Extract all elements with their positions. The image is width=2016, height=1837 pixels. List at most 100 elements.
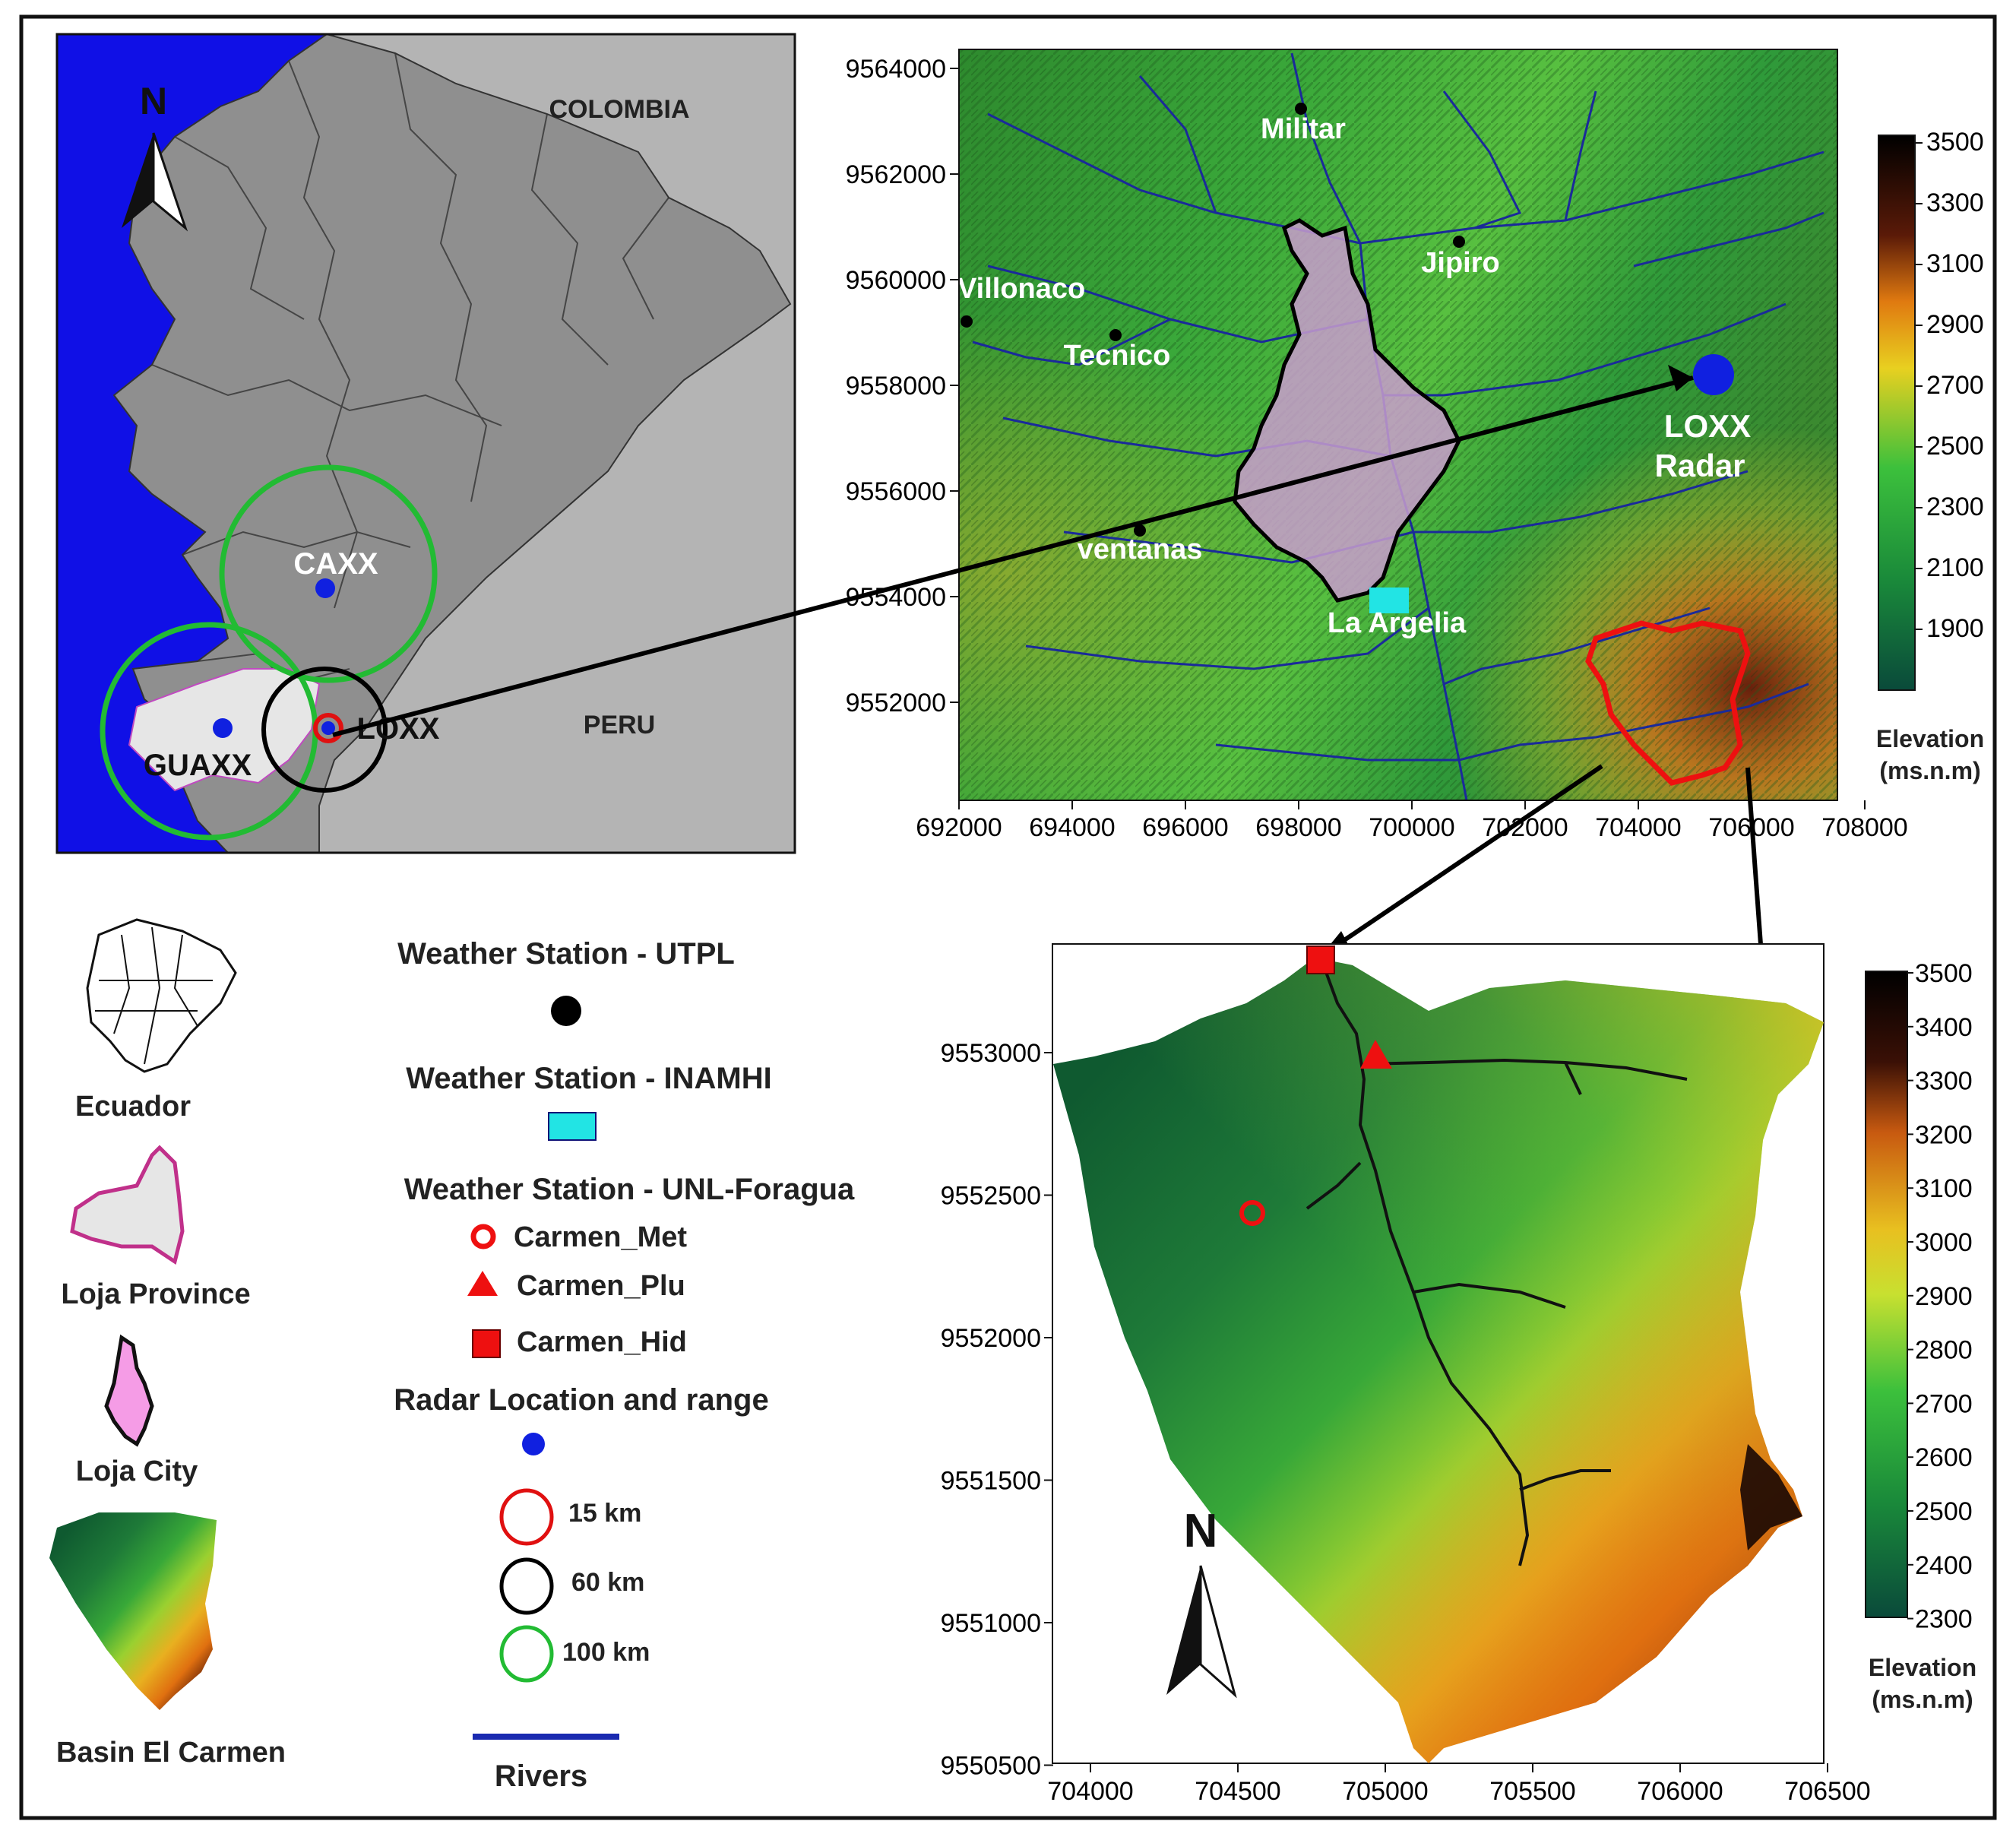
basin-y-ticks: 9553000 9552500 9552000 9551500 9551000 95505… [941,1039,1053,1781]
legend-basin-label: Basin El Carmen [56,1737,286,1769]
legend-plu-symbol [467,1271,498,1296]
radar-label-caxx: CAXX [293,547,378,581]
dem-y-tick-label: 9552000 [846,689,946,717]
basin-y-tick-label: 9550500 [941,1752,1041,1781]
basin-y-tick-label: 9551000 [941,1609,1041,1638]
basin-colorbar-tick-label: 3000 [1915,1228,1973,1257]
legend-60km-label: 60 km [571,1568,644,1597]
legend-utpl-symbol [551,996,581,1026]
basin-x-tick-label: 706000 [1637,1777,1723,1806]
north-label-basin: N [1184,1505,1218,1557]
figure-border [19,14,1997,1820]
legend-100km-label: 100 km [562,1638,650,1667]
legend-ecuador-label: Ecuador [75,1091,191,1123]
legend-loja-province-label: Loja Province [61,1278,250,1310]
loja-city-area [1233,218,1461,603]
legend-ecuador-icon [86,918,237,1073]
carmen-plu-marker [1360,1040,1392,1069]
north-label: N [140,80,167,122]
basin-colorbar-tick-label: 3100 [1915,1174,1973,1203]
dem-y-tick-label: 9558000 [846,372,946,401]
legend-utpl-label: Weather Station - UTPL [397,937,735,971]
legend-inamhi-label: Weather Station - INAMHI [406,1062,772,1095]
basin-colorbar-tick-label: 2500 [1915,1497,1973,1526]
dem-x-tick-label: 708000 [1821,813,1907,842]
legend-met-symbol [470,1224,496,1249]
dem-y-tick-label: 9562000 [846,160,946,189]
north-arrow-overview: N [122,80,188,232]
legend-100km-symbol [499,1625,554,1683]
dem-colorbar-tick-label: 3300 [1926,188,1984,217]
dem-y-tick-label: 9556000 [846,477,946,506]
loxx-radar-marker [1693,354,1734,395]
dem-colorbar [1878,135,1916,691]
dem-colorbar-title-2: (ms.n.m) [1879,757,1980,784]
dem-y-ticks: 9564000956200095600009558000955600095540… [846,55,959,717]
radar-dot-caxx [315,578,335,598]
dem-colorbar-tick-label: 1900 [1926,614,1984,643]
dem-x-tick-label: 704000 [1595,813,1681,842]
station-label-ventanas: ventanas [1078,534,1203,565]
country-label-colombia: COLOMBIA [549,95,689,124]
legend-unl-label: Weather Station - UNL-Foragua [404,1173,855,1206]
dem-colorbar-ticks: 3500 3300 3100 2900 2700 2500 2300 2100 1900 [1915,128,1984,643]
basin-colorbar-tick-label: 2300 [1915,1605,1973,1634]
basin-outline [1585,620,1751,786]
dem-x-tick-label: 698000 [1255,813,1341,842]
basin-x-tick-label: 704000 [1047,1777,1133,1806]
dem-y-tick-label: 9560000 [846,266,946,295]
basin-colorbar-tick-label: 3500 [1915,959,1973,988]
legend-radar-symbol [522,1433,545,1455]
legend-60km-symbol [499,1557,554,1615]
basin-x-tick-label: 704500 [1195,1777,1280,1806]
dem-colorbar-tick-label: 2700 [1926,371,1984,400]
dem-x-tick-label: 696000 [1142,813,1228,842]
country-label-peru: PERU [584,711,655,740]
legend-met-label: Carmen_Met [514,1221,687,1253]
legend-loja-city-icon [104,1334,154,1447]
legend-hid-symbol [472,1329,501,1358]
carmen-hid-marker [1306,945,1335,974]
basin-streams [1305,957,1688,1566]
dem-colorbar-tick-label: 2100 [1926,553,1984,582]
dem-colorbar-tick-label: 2900 [1926,310,1984,339]
dem-colorbar-title-1: Elevation [1876,725,1984,752]
basin-x-tick-label: 705500 [1489,1777,1575,1806]
dem-x-tick-label: 692000 [916,813,1002,842]
basin-x-tick-label: 706500 [1784,1777,1870,1806]
station-label-militar: Militar [1261,113,1346,145]
basin-colorbar-tick-label: 3200 [1915,1120,1973,1149]
legend-radar-label: Radar Location and range [394,1383,768,1417]
legend-15km-label: 15 km [568,1499,641,1528]
dem-map: Militar Jipiro Villonaco Tecnico ventana… [846,49,1984,842]
radar-label-line1: LOXX [1664,408,1751,444]
range-60km-loxx [261,667,388,793]
radar-dot-loxx [321,721,335,735]
basin-colorbar-tick-label: 2600 [1915,1443,1973,1472]
dem-x-tick-label: 700000 [1369,813,1454,842]
station-label-tecnico: Tecnico [1064,340,1171,372]
dem-colorbar-tick-label: 2300 [1926,493,1984,521]
station-label-jipiro: Jipiro [1421,247,1499,279]
basin-colorbar-title-2: (ms.n.m) [1872,1686,1973,1713]
legend-inamhi-symbol [548,1112,597,1141]
basin-y-tick-label: 9551500 [941,1467,1041,1496]
radar-dot-guaxx [213,718,233,738]
legend-basin-icon [49,1512,217,1710]
legend-left: Ecuador Loja Province Loja City Basin El… [49,918,286,1769]
legend-right: Weather Station - UTPL Weather Station -… [394,937,855,1793]
legend-hid-label: Carmen_Hid [517,1326,687,1358]
basin-colorbar-tick-label: 3400 [1915,1013,1973,1042]
dem-x-ticks: 692000 694000 696000 698000 700000 702000 7040… [916,800,1908,842]
dem-colorbar-tick-label: 2500 [1926,432,1984,461]
legend-15km-symbol [499,1488,554,1546]
basin-colorbar-title-1: Elevation [1869,1654,1976,1681]
basin-colorbar-tick-label: 3300 [1915,1067,1973,1096]
basin-x-ticks: 704000 704500 705000 705500 706000 706500 [1047,1763,1871,1806]
legend-plu-label: Carmen_Plu [517,1270,685,1302]
basin-colorbar-ticks: 3500 3400 3300 3200 3100 3000 2900 2800 2700 2600… [1907,959,1973,1634]
range-100km-caxx [219,464,438,683]
basin-y-tick-label: 9552500 [941,1182,1041,1211]
legend-loja-city-label: Loja City [76,1455,198,1487]
basin-colorbar-tick-label: 2900 [1915,1282,1973,1311]
